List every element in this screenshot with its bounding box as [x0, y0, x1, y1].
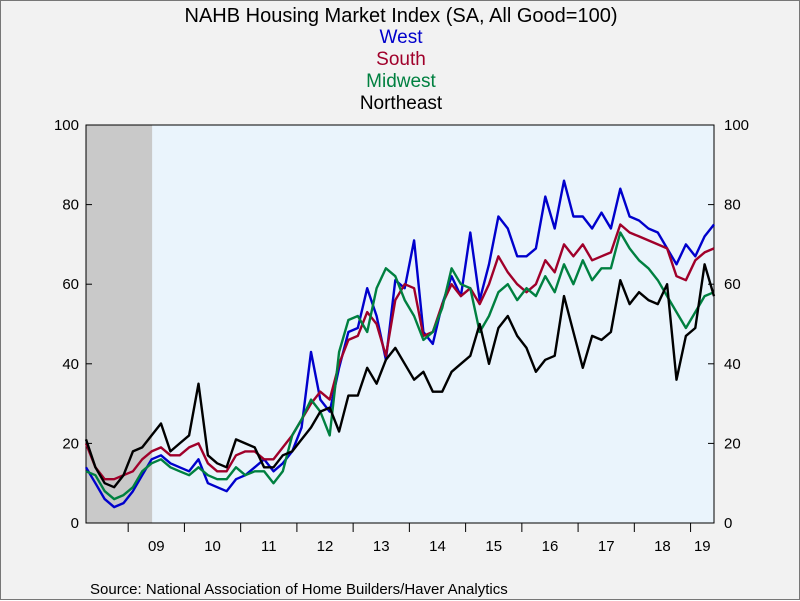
x-tick-label: 17: [598, 538, 615, 555]
series-lines: [84, 179, 716, 509]
legend-item-west: West: [380, 27, 424, 48]
y-tick-label-right: 80: [724, 197, 741, 214]
x-tick-label: 14: [429, 538, 446, 555]
x-tick-label: 12: [317, 538, 334, 555]
y-tick-label-left: 100: [54, 117, 79, 134]
x-tick-label: 16: [542, 538, 559, 555]
chart-title: NAHB Housing Market Index (SA, All Good=…: [185, 5, 618, 27]
y-tick-label-right: 0: [724, 515, 732, 532]
y-tick-label-left: 80: [62, 197, 79, 214]
series-line-midwest: [85, 231, 715, 501]
y-tick-label-left: 20: [62, 435, 79, 452]
axes: 0 0 20 20 40 40 60 60 80 80 100 100 09 10 11 12 13 14 15 16…: [54, 117, 749, 555]
legend-item-south: South: [376, 49, 426, 70]
x-tick-label: 09: [148, 538, 165, 555]
legend-item-midwest: Midwest: [366, 71, 436, 92]
y-tick-label-right: 60: [724, 276, 741, 293]
plot-area: [85, 124, 715, 524]
y-tick-label-left: 0: [71, 515, 79, 532]
series-line-northeast: [84, 263, 716, 489]
recession-shading: [86, 125, 153, 523]
x-tick-label: 15: [485, 538, 502, 555]
y-tick-label-right: 100: [724, 117, 749, 134]
x-tick-label: 13: [373, 538, 390, 555]
y-tick-label-left: 40: [62, 356, 79, 373]
x-tick-label: 18: [654, 538, 671, 555]
series-line-south: [84, 223, 715, 481]
x-tick-label: 11: [261, 538, 277, 555]
x-tick-label: 19: [694, 538, 711, 555]
series-line-west: [84, 179, 715, 509]
x-tick-label: 10: [204, 538, 221, 555]
source-note: Source: National Association of Home Bui…: [90, 581, 508, 598]
y-tick-label-left: 60: [62, 276, 79, 293]
y-tick-label-right: 20: [724, 435, 741, 452]
legend-item-northeast: Northeast: [360, 93, 443, 114]
y-tick-label-right: 40: [724, 356, 741, 373]
